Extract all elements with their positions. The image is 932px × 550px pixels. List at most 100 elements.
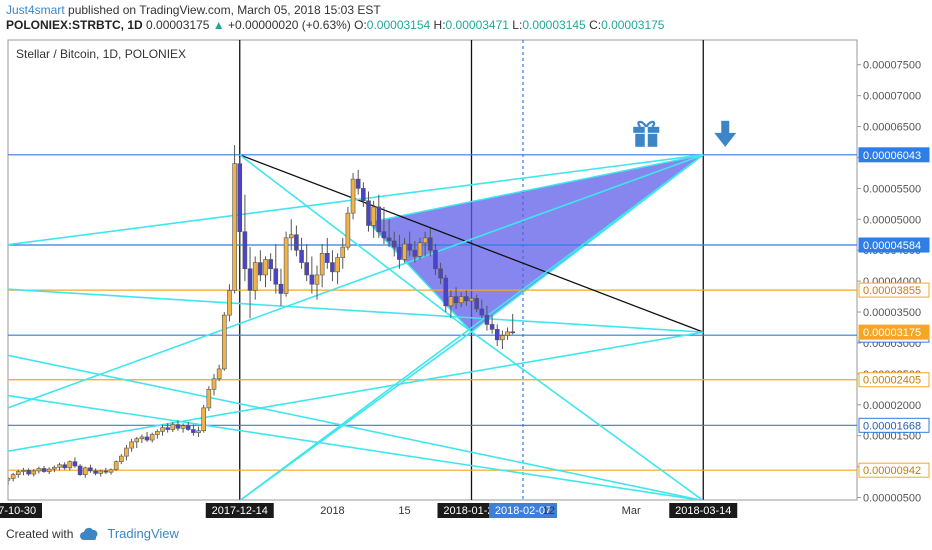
- y-tick-label: 0.00001500: [863, 431, 921, 443]
- gift-icon: [633, 120, 660, 147]
- candle: [335, 257, 340, 273]
- candle: [489, 324, 495, 330]
- price-level-tag: 0.00002405: [863, 375, 921, 387]
- candle: [216, 368, 222, 380]
- candle: [206, 389, 212, 409]
- candle: [345, 212, 351, 248]
- candle: [314, 274, 320, 285]
- candle: [26, 470, 31, 475]
- wedge-pattern: [367, 154, 704, 333]
- candle: [165, 427, 170, 430]
- tradingview-brand[interactable]: TradingView: [107, 526, 179, 541]
- y-tick-label: 0.00005500: [863, 183, 921, 195]
- y-tick-label: 0.00007500: [863, 60, 921, 72]
- candle: [464, 296, 469, 302]
- candle: [258, 262, 263, 276]
- price-level-tag-bg: [858, 372, 930, 388]
- candle: [196, 430, 201, 433]
- price-chart[interactable]: Stellar / Bitcoin, 1D, POLONIEX 0.0000050…: [0, 38, 932, 522]
- candle: [273, 268, 279, 285]
- low-label: L:: [512, 18, 523, 32]
- x-tick-label: 2018-02-07: [495, 505, 551, 517]
- candle: [397, 246, 402, 260]
- candle: [144, 436, 150, 441]
- open-value: 0.00003154: [366, 18, 431, 32]
- candle: [407, 243, 413, 251]
- candle: [232, 163, 237, 291]
- change-up-icon: ▲: [212, 18, 225, 32]
- footer: Created with TradingView: [6, 526, 179, 541]
- candle: [113, 461, 119, 471]
- candle: [93, 470, 98, 474]
- candle: [479, 308, 485, 316]
- candle: [309, 274, 315, 285]
- candle: [211, 378, 217, 390]
- candle: [350, 178, 356, 214]
- y-tick-label: 0.00006500: [863, 122, 921, 134]
- candle: [160, 427, 165, 432]
- candle: [268, 259, 273, 270]
- x-tick-label: 2018-01-28: [443, 505, 499, 517]
- candle: [124, 447, 129, 457]
- candle: [8, 478, 11, 481]
- candle: [330, 262, 335, 273]
- candle: [288, 234, 294, 239]
- price-level-tag: 0.00004584: [863, 240, 921, 252]
- candle: [88, 467, 93, 472]
- trendline: [8, 331, 704, 452]
- candle: [237, 163, 243, 232]
- candle: [21, 470, 26, 472]
- candle: [41, 468, 47, 472]
- candle: [10, 474, 16, 479]
- high-value: 0.00003471: [445, 18, 509, 32]
- candle: [72, 461, 78, 467]
- candle: [119, 455, 124, 462]
- plot-area: [8, 40, 857, 500]
- trendline: [8, 154, 704, 409]
- trendline: [8, 288, 704, 333]
- y-tick-label: 0.00005000: [863, 214, 921, 226]
- published-text: published on TradingView.com, March 05, …: [68, 3, 381, 17]
- price-level-tag-bg: [858, 462, 930, 478]
- y-tick-label: 0.00003500: [863, 307, 921, 319]
- candle: [494, 329, 500, 341]
- last-price-tag-bg: [858, 324, 930, 340]
- candle: [247, 268, 253, 291]
- x-tick-label: 2018: [320, 505, 344, 517]
- candle: [263, 259, 268, 276]
- candle: [283, 237, 289, 294]
- chart-header: Just4smart published on TradingView.com,…: [6, 3, 926, 33]
- x-tick-box: [205, 503, 274, 518]
- last-price-tag: 0.00003175: [863, 327, 921, 339]
- candle: [294, 234, 299, 251]
- candle: [191, 429, 196, 433]
- author-link[interactable]: Just4smart: [6, 3, 65, 17]
- candle: [427, 237, 433, 251]
- tradingview-cloud-icon: [80, 527, 98, 540]
- candle: [422, 237, 428, 244]
- candle: [82, 467, 88, 475]
- y-tick-label: 0.00000500: [863, 493, 921, 505]
- candle: [319, 253, 325, 276]
- last-price: 0.00003175: [146, 18, 210, 32]
- candle: [433, 249, 438, 270]
- candle: [62, 464, 67, 469]
- x-tick-box: [437, 503, 506, 518]
- price-level-tag: 0.00000942: [863, 465, 921, 477]
- close-value: 0.00003175: [601, 18, 665, 32]
- candle: [443, 277, 449, 307]
- x-tick-label: 12: [543, 505, 555, 517]
- candle: [155, 431, 160, 435]
- candle: [391, 240, 397, 248]
- candle: [57, 464, 62, 468]
- candle: [324, 253, 330, 263]
- candle: [31, 470, 37, 475]
- x-tick-label: 2017-12-14: [212, 505, 268, 517]
- candle: [474, 298, 479, 310]
- candle: [438, 268, 443, 279]
- trendline: [239, 154, 704, 500]
- x-tick-label: 2017-10-30: [0, 505, 36, 517]
- candle: [98, 470, 103, 474]
- candle: [278, 283, 284, 294]
- candle: [340, 246, 346, 258]
